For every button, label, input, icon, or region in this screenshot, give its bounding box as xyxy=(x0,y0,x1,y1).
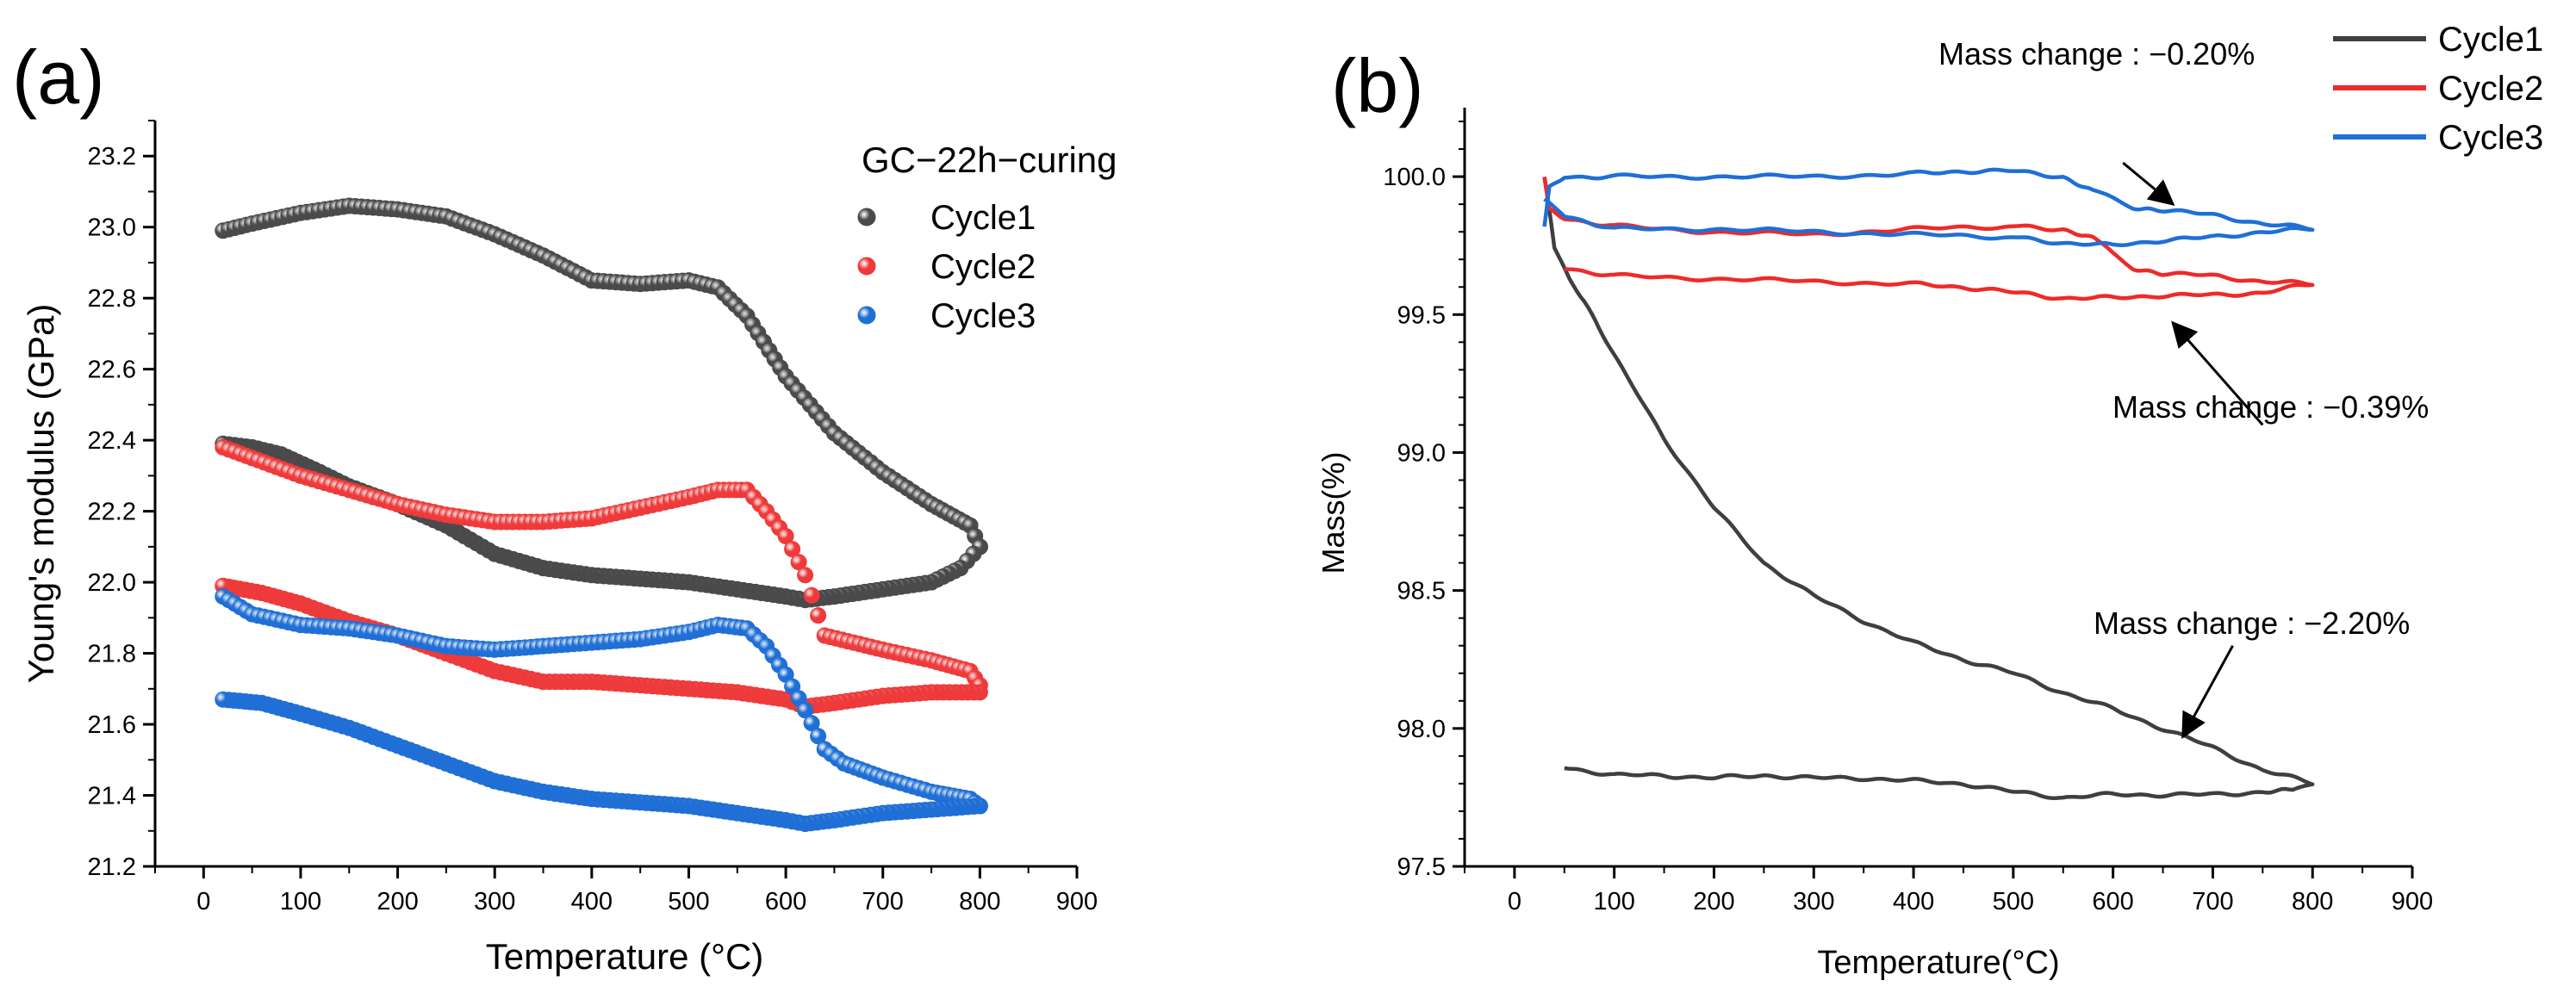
x-axis-label: Temperature (°C) xyxy=(486,936,764,977)
data-point xyxy=(790,554,807,571)
legend-label-cycle3: Cycle3 xyxy=(2438,119,2543,157)
y-tick-label: 22.8 xyxy=(88,285,136,313)
data-point xyxy=(803,715,820,732)
legend-marker-cycle3 xyxy=(857,306,876,325)
y-tick-label: 97.5 xyxy=(1397,853,1446,881)
y-tick-label: 22.0 xyxy=(88,569,136,597)
y-tick-label: 98.0 xyxy=(1397,716,1446,743)
panel-label-b: (b) xyxy=(1331,43,1424,128)
x-tick-label: 600 xyxy=(765,888,806,915)
x-tick-label: 800 xyxy=(959,888,1000,915)
panel-b-mass-chart: (b) 0 100 200 300 400 500 600 700 800 900 97.5 98.0 9… xyxy=(1316,21,2543,981)
series-line-cycle3 xyxy=(1542,167,2315,247)
x-tick-label: 300 xyxy=(1793,888,1834,915)
x-tick-label: 400 xyxy=(1893,888,1934,915)
y-tick-label: 23.0 xyxy=(88,214,136,242)
annotation-text: Mass change : −0.39% xyxy=(2112,389,2429,425)
y-tick-label: 23.2 xyxy=(88,143,136,171)
legend-label-cycle1: Cycle1 xyxy=(930,199,1036,237)
y-tick-label: 99.5 xyxy=(1397,301,1446,329)
y-tick-label: 22.2 xyxy=(88,499,136,526)
x-tick-label: 0 xyxy=(1508,888,1521,915)
y-axis-label: Mass(%) xyxy=(1316,452,1351,574)
x-tick-label: 300 xyxy=(474,888,515,915)
x-tick-label: 100 xyxy=(280,888,321,915)
data-point xyxy=(777,528,794,544)
annotation-arrow xyxy=(2181,644,2234,740)
annotation-arrow xyxy=(2122,161,2175,207)
x-axis-label: Temperature(°C) xyxy=(1817,945,2059,981)
y-tick-label: 21.6 xyxy=(88,711,136,739)
data-point xyxy=(797,702,814,719)
data-point xyxy=(215,691,232,708)
legend-marker-cycle1 xyxy=(857,208,876,227)
x-tick-label: 700 xyxy=(2192,888,2233,915)
x-tick-label: 500 xyxy=(1993,888,2034,915)
series-cycle1 xyxy=(215,197,988,609)
y-tick-label: 22.4 xyxy=(88,427,136,455)
legend-title: GC−22h−curing xyxy=(862,140,1117,180)
x-tick-label: 100 xyxy=(1593,888,1634,915)
y-tick-label: 21.2 xyxy=(88,853,136,881)
legend-label-cycle2: Cycle2 xyxy=(930,248,1036,286)
x-tick-label: 0 xyxy=(196,888,210,915)
legend-label-cycle1: Cycle1 xyxy=(2438,21,2543,59)
x-tick-label: 800 xyxy=(2292,888,2333,915)
x-tick-label: 400 xyxy=(571,888,613,915)
y-tick-label: 22.6 xyxy=(88,357,136,384)
series-line-cycle1 xyxy=(1542,177,2315,800)
data-point xyxy=(810,607,827,624)
x-tick-label: 900 xyxy=(1056,888,1098,915)
panel-a-young-modulus-chart: (a) 0 100 200 300 400 500 600 700 800 900 21.2 21.4 2… xyxy=(12,34,1117,977)
y-tick-label: 98.5 xyxy=(1397,578,1446,605)
legend-marker-cycle2 xyxy=(857,257,876,276)
data-point xyxy=(797,567,814,584)
annotation-text: Mass change : −2.20% xyxy=(2094,605,2410,641)
x-tick-label: 500 xyxy=(668,888,709,915)
y-tick-label: 21.8 xyxy=(88,641,136,668)
panel-label-a: (a) xyxy=(12,34,105,120)
series-cycle3 xyxy=(215,588,988,832)
y-tick-label: 99.0 xyxy=(1397,439,1446,467)
x-tick-label: 200 xyxy=(1693,888,1734,915)
x-tick-label: 700 xyxy=(862,888,904,915)
y-axis-label: Young's modulus (GPa) xyxy=(21,304,61,684)
data-point xyxy=(784,541,801,558)
legend-label-cycle3: Cycle3 xyxy=(930,297,1036,335)
annotation-arrow xyxy=(2171,320,2264,426)
data-point xyxy=(810,728,827,745)
annotation-text: Mass change : −0.20% xyxy=(1938,36,2255,71)
y-tick-label: 100.0 xyxy=(1383,164,1446,191)
y-tick-label: 21.4 xyxy=(88,783,136,810)
x-tick-label: 200 xyxy=(376,888,418,915)
x-tick-label: 600 xyxy=(2092,888,2133,915)
data-point xyxy=(803,586,820,604)
legend-label-cycle2: Cycle2 xyxy=(2438,70,2543,108)
x-tick-label: 900 xyxy=(2392,888,2433,915)
series-line-cycle2 xyxy=(1542,177,2315,301)
